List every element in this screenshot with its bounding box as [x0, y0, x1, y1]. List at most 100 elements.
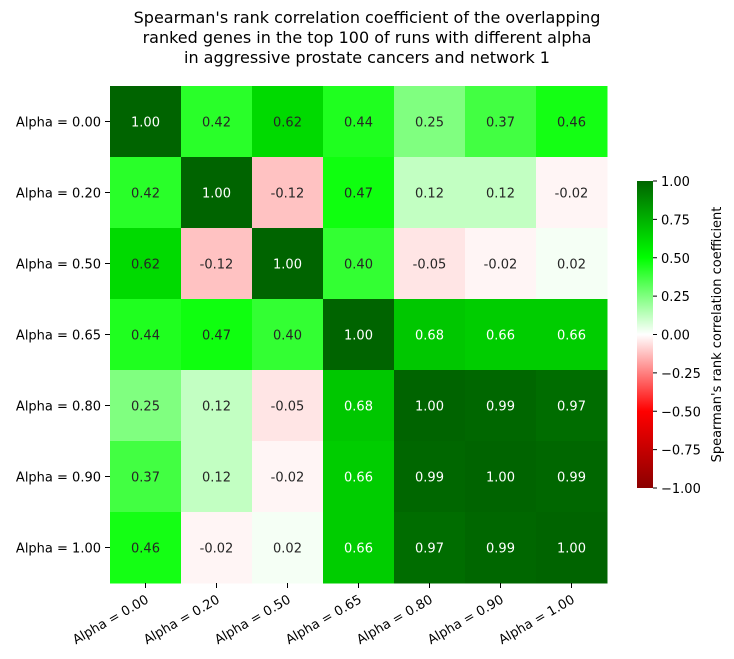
cell-value-label: 0.02	[557, 258, 586, 273]
colorbar-tick-label: 0.50	[661, 252, 690, 267]
heatmap-cell	[465, 370, 537, 442]
column-tick-label: Alpha = 0.20	[141, 592, 222, 648]
cell-value-label: 0.66	[486, 329, 515, 344]
cell-value-label: 0.97	[557, 400, 586, 415]
heatmap-cell	[110, 299, 182, 371]
heatmap-cell	[323, 157, 395, 229]
colorbar-tick-label: −0.50	[661, 405, 701, 420]
heatmap-cell	[536, 86, 608, 158]
row-tick-label: Alpha = 0.90	[16, 471, 101, 486]
heatmap-cell	[465, 157, 537, 229]
cell-value-label: 1.00	[344, 329, 373, 344]
cell-value-label: -0.12	[200, 258, 234, 273]
heatmap-cell	[394, 299, 466, 371]
cell-value-label: 0.99	[486, 400, 515, 415]
column-tick-label: Alpha = 0.90	[425, 592, 506, 648]
colorbar-label: Spearman's rank correlation coefficient	[710, 207, 725, 463]
cell-value-label: 0.44	[344, 116, 373, 131]
heatmap-cell	[110, 86, 182, 158]
heatmap-cell	[323, 441, 395, 513]
cell-value-label: 0.62	[273, 116, 302, 131]
heatmap-cell	[181, 512, 253, 584]
cell-value-label: -0.12	[271, 187, 305, 202]
cell-value-label: -0.05	[413, 258, 447, 273]
chart-title-line: Spearman's rank correlation coefficient …	[133, 8, 601, 27]
heatmap-cell	[536, 157, 608, 229]
heatmap-cell	[252, 299, 324, 371]
cell-value-label: 0.25	[415, 116, 444, 131]
cell-value-label: 0.02	[273, 542, 302, 557]
cell-value-label: 1.00	[131, 116, 160, 131]
column-tick-label: Alpha = 0.00	[70, 592, 151, 648]
cell-value-label: 0.99	[415, 471, 444, 486]
cell-value-label: 0.66	[344, 542, 373, 557]
heatmap-cell	[252, 441, 324, 513]
cell-value-label: 0.68	[415, 329, 444, 344]
row-labels: Alpha = 0.00 Alpha = 0.20 Alpha = 0.50 Alph…	[16, 116, 110, 557]
heatmap-cell	[394, 86, 466, 158]
colorbar-tick-label: −1.00	[661, 482, 701, 497]
chart-title: Spearman's rank correlation coefficient …	[40, 8, 694, 68]
heatmap-cell	[323, 228, 395, 300]
heatmap-cell	[323, 512, 395, 584]
heatmap-cell	[465, 441, 537, 513]
heatmap-cell	[181, 228, 253, 300]
heatmap-cell	[394, 228, 466, 300]
heatmap-cell	[252, 86, 324, 158]
heatmap-cell	[394, 157, 466, 229]
heatmap-cell	[465, 512, 537, 584]
cell-value-label: 0.68	[344, 400, 373, 415]
heatmap-cell	[181, 441, 253, 513]
cell-value-label: 0.62	[131, 258, 160, 273]
heatmap-cell	[536, 370, 608, 442]
chart-title-line: ranked genes in the top 100 of runs with…	[142, 28, 592, 47]
cell-value-label: 1.00	[273, 258, 302, 273]
heatmap-cell	[465, 299, 537, 371]
cell-value-label: 0.12	[486, 187, 515, 202]
row-tick-label: Alpha = 0.80	[16, 400, 101, 415]
heatmap-cell	[110, 512, 182, 584]
heatmap-cell	[181, 370, 253, 442]
cell-value-label: 0.44	[131, 329, 160, 344]
cell-value-label: 0.12	[415, 187, 444, 202]
cell-value-label: 0.46	[131, 542, 160, 557]
colorbar-tick-label: −0.25	[661, 367, 701, 382]
heatmap-cell	[181, 299, 253, 371]
heatmap-cell	[394, 441, 466, 513]
cell-value-label: 0.25	[131, 400, 160, 415]
column-tick-label: Alpha = 0.65	[283, 592, 364, 648]
cell-value-label: 0.66	[557, 329, 586, 344]
colorbar-gradient	[637, 181, 653, 488]
row-tick-label: Alpha = 0.50	[16, 258, 101, 273]
cell-value-label: 0.47	[202, 329, 231, 344]
row-tick-label: Alpha = 0.00	[16, 116, 101, 131]
cell-value-label: 0.99	[557, 471, 586, 486]
heatmap-cell	[181, 86, 253, 158]
column-tick-label: Alpha = 0.50	[212, 592, 293, 648]
cell-value-label: 0.37	[486, 116, 515, 131]
cell-value-label: 1.00	[415, 400, 444, 415]
cell-value-label: 0.40	[273, 329, 302, 344]
heatmap-cell	[394, 370, 466, 442]
cell-value-label: 1.00	[557, 542, 586, 557]
column-tick-label: Alpha = 0.80	[354, 592, 435, 648]
heatmap-cell	[394, 512, 466, 584]
heatmap-cell	[110, 157, 182, 229]
heatmap-cell	[465, 228, 537, 300]
heatmap-cell	[323, 299, 395, 371]
cell-value-label: -0.02	[484, 258, 518, 273]
cell-value-label: 0.42	[131, 187, 160, 202]
column-tick-label: Alpha = 1.00	[496, 592, 577, 648]
row-tick-label: Alpha = 1.00	[16, 542, 101, 557]
heatmap-cell	[110, 228, 182, 300]
cell-value-label: -0.05	[271, 400, 305, 415]
heatmap-cell	[252, 228, 324, 300]
cell-value-label: -0.02	[271, 471, 305, 486]
heatmap-cell	[110, 441, 182, 513]
cell-value-label: 0.99	[486, 542, 515, 557]
heatmap-cell	[252, 157, 324, 229]
colorbar-tick-label: −0.75	[661, 444, 701, 459]
cell-value-label: 0.42	[202, 116, 231, 131]
cell-value-label: 1.00	[202, 187, 231, 202]
colorbar: 1.00 0.75 0.50 0.25 0.00 −0.25 −0.50 −0.75 −1.00…	[637, 175, 725, 497]
